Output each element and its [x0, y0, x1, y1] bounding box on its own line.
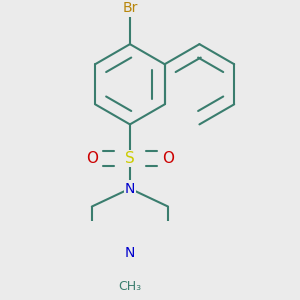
Text: S: S	[125, 151, 135, 166]
Text: N: N	[125, 182, 135, 196]
Text: Br: Br	[122, 2, 138, 16]
Text: O: O	[162, 151, 174, 166]
Text: O: O	[86, 151, 98, 166]
Text: N: N	[125, 246, 135, 260]
Text: CH₃: CH₃	[118, 280, 142, 293]
